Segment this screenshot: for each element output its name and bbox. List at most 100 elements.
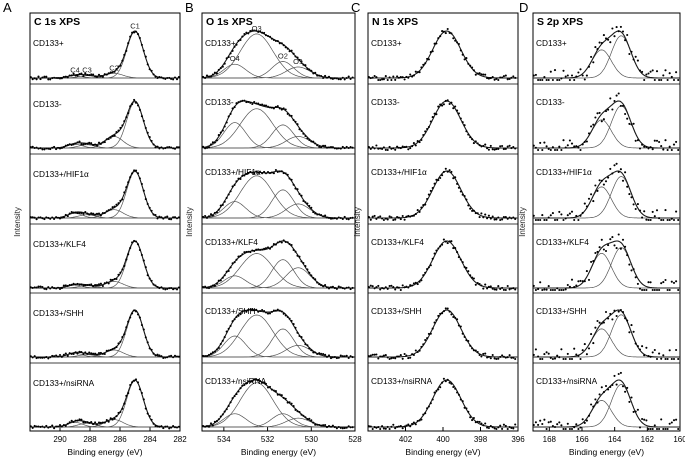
data-point (227, 115, 230, 118)
data-point (257, 248, 260, 251)
data-point (643, 78, 646, 82)
data-point (156, 353, 159, 356)
data-point (653, 78, 656, 82)
data-point (641, 216, 644, 219)
data-point (349, 426, 352, 429)
peak-label: C4 (70, 66, 80, 75)
data-point (581, 211, 584, 214)
data-point (583, 140, 586, 143)
data-point (570, 278, 574, 281)
data-point (621, 179, 625, 182)
data-point (564, 427, 567, 431)
data-point (539, 281, 542, 284)
data-point (308, 138, 311, 141)
data-point (90, 283, 93, 286)
data-point (392, 147, 395, 150)
data-point (634, 342, 637, 345)
series-3: CD133+/HIF1α (201, 153, 355, 221)
data-point (560, 424, 563, 427)
data-point (160, 146, 163, 149)
data-point (221, 339, 224, 342)
data-point (502, 423, 505, 426)
data-point (347, 286, 350, 289)
data-point (556, 287, 559, 290)
data-point (539, 357, 542, 361)
data-point (634, 276, 637, 279)
data-point (306, 344, 309, 347)
data-point (499, 145, 502, 148)
data-point (369, 354, 372, 357)
data-point (231, 262, 234, 265)
data-point (51, 77, 54, 80)
data-point (288, 177, 291, 180)
data-point (478, 72, 481, 75)
data-point (604, 310, 608, 314)
data-point (553, 288, 557, 292)
data-point (158, 287, 161, 290)
data-point (594, 184, 597, 187)
data-point (626, 319, 629, 322)
x-tick-label: 166 (575, 435, 589, 444)
data-point (562, 288, 565, 292)
data-point (333, 426, 336, 429)
data-point (154, 354, 157, 357)
data-point (632, 203, 635, 206)
data-point (444, 32, 447, 35)
panel-title: N 1s XPS (372, 16, 418, 28)
data-point (476, 282, 479, 285)
data-point (373, 287, 376, 290)
data-point (539, 141, 542, 144)
data-point (164, 147, 167, 150)
data-point (105, 138, 108, 141)
data-point (266, 246, 270, 249)
data-point (409, 147, 412, 150)
data-point (39, 285, 42, 288)
data-point (375, 144, 378, 147)
data-point (497, 216, 500, 219)
data-point (442, 30, 445, 33)
component-curve (202, 189, 355, 219)
data-point (596, 189, 599, 192)
data-point (288, 50, 291, 53)
data-point (286, 315, 289, 319)
data-point (268, 385, 272, 388)
data-point (205, 146, 209, 149)
data-point (45, 216, 48, 219)
data-point (547, 421, 550, 424)
data-point (213, 71, 216, 74)
data-point (125, 49, 128, 52)
data-point (339, 426, 342, 429)
data-point (131, 312, 134, 315)
data-point (482, 73, 485, 76)
data-point (566, 352, 569, 355)
data-point (107, 137, 110, 141)
data-point (109, 417, 112, 420)
data-point (235, 180, 238, 183)
data-point (416, 350, 419, 354)
data-point (103, 282, 106, 285)
data-point (209, 285, 213, 288)
data-point (566, 283, 569, 287)
data-point (225, 330, 228, 333)
data-point (435, 113, 438, 116)
data-point (109, 136, 112, 139)
data-point (41, 425, 44, 428)
data-point (624, 171, 627, 174)
data-point (119, 64, 122, 67)
data-point (249, 101, 252, 104)
series-3: CD133+/HIF1α (367, 153, 518, 222)
data-point (229, 52, 232, 55)
series-4: CD133+/KLF4 (532, 223, 680, 292)
data-point (123, 402, 126, 405)
data-point (388, 284, 391, 288)
peak-label: O3 (252, 24, 262, 33)
data-point (424, 271, 427, 274)
data-point (119, 126, 122, 129)
data-point (549, 420, 552, 423)
data-point (202, 424, 205, 428)
data-point (55, 216, 58, 219)
data-point (547, 285, 550, 288)
data-point (452, 385, 455, 389)
